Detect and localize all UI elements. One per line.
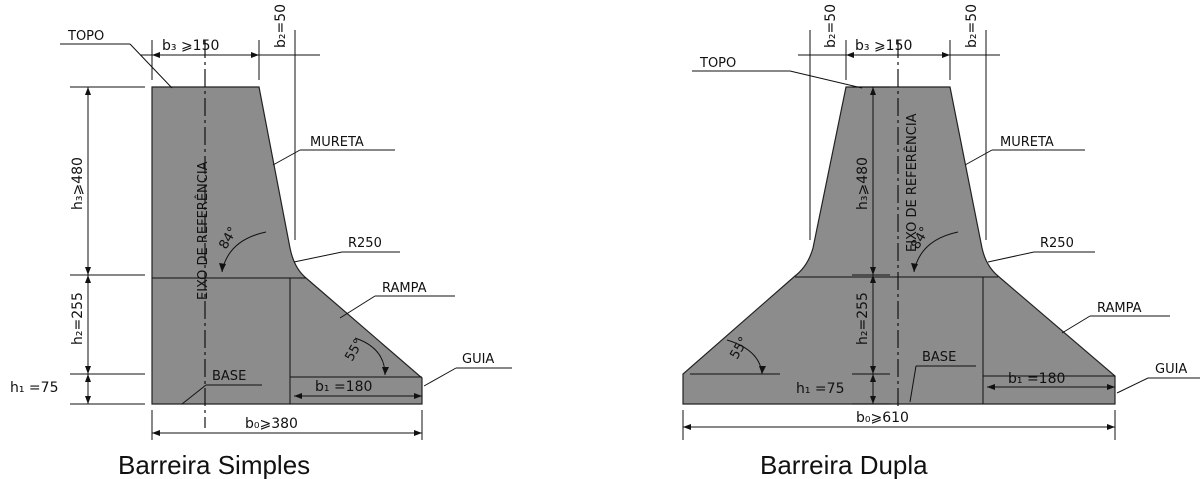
simple-eixo-label: EIXO DE REFERÊNCIA — [195, 161, 211, 300]
dupla-base-label: BASE — [922, 350, 956, 365]
simple-r250-label: R250 — [348, 236, 382, 251]
simple-rampa-label: RAMPA — [382, 281, 427, 296]
dupla-guia-label: GUIA — [1155, 362, 1187, 377]
barreira-dupla-diagram: EIXO DE REFERÊNCIA b₂=50 b₃ ⩾150 b₂=50 T… — [682, 4, 1200, 479]
dupla-r250-label: R250 — [1040, 236, 1074, 251]
simple-b1-label: b₁ =180 — [315, 379, 372, 395]
dupla-b2-right-label: b₂=50 — [964, 4, 980, 48]
dupla-b3-label: b₃ ⩾150 — [855, 38, 912, 54]
simple-mureta-label: MURETA — [310, 135, 364, 150]
simple-b2-label: b₂=50 — [273, 4, 289, 48]
dupla-caption: Barreira Dupla — [760, 450, 928, 479]
dupla-topo-label: TOPO — [699, 56, 736, 71]
dupla-mureta-label: MURETA — [1000, 135, 1054, 150]
simple-b0-label: b₀⩾380 — [245, 416, 298, 432]
simple-topo-label: TOPO — [67, 29, 104, 44]
dupla-h2-label: h₂=255 — [855, 292, 871, 345]
simple-barrier-section — [151, 86, 423, 405]
dupla-b1-label: b₁ =180 — [1008, 371, 1065, 387]
simple-b3-label: b₃ ⩾150 — [162, 38, 219, 54]
simple-h1-label: h₁ =75 — [10, 380, 58, 396]
dupla-b0-label: b₀⩾610 — [856, 410, 909, 426]
dupla-h3-label: h₃⩾480 — [855, 157, 871, 210]
dupla-eixo-label: EIXO DE REFERÊNCIA — [904, 113, 920, 252]
barreira-simples-diagram: EIXO DE REFERÊNCIA b₃ ⩾150 b₂=50 TOPO h₃… — [10, 4, 512, 479]
simple-h2-label: h₂=255 — [70, 292, 86, 345]
simple-caption: Barreira Simples — [118, 450, 310, 479]
simple-base-label: BASE — [212, 369, 246, 384]
dupla-h1-label: h₁ =75 — [796, 381, 844, 397]
dupla-b2-left-label: b₂=50 — [823, 4, 839, 48]
simple-guia-label: GUIA — [462, 352, 494, 367]
dupla-rampa-label: RAMPA — [1097, 301, 1142, 316]
dupla-barrier-section — [682, 86, 1116, 405]
simple-h3-label: h₃⩾480 — [70, 157, 86, 210]
